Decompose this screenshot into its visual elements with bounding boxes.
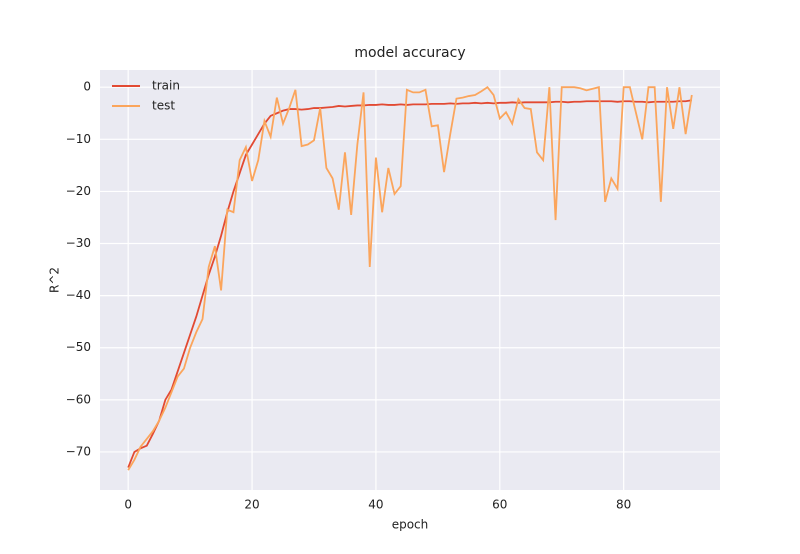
x-axis-label: epoch <box>392 518 429 532</box>
legend: train test <box>112 79 180 113</box>
y-tick-label: −60 <box>66 392 91 406</box>
y-tick-label: −70 <box>66 444 91 458</box>
x-tick-label: 0 <box>124 498 132 512</box>
legend-label: test <box>152 99 175 113</box>
plot-area <box>100 70 720 490</box>
x-tick-label: 80 <box>616 498 631 512</box>
y-axis-label: R^2 <box>48 267 62 293</box>
x-tick-label: 40 <box>368 498 383 512</box>
y-tick-label: −20 <box>66 184 91 198</box>
grid <box>100 70 720 490</box>
chart-title: model accuracy <box>354 45 465 61</box>
x-tick-label: 60 <box>492 498 507 512</box>
y-tick-label: 0 <box>83 80 91 94</box>
y-tick-label: −40 <box>66 288 91 302</box>
y-tick-label: −10 <box>66 132 91 146</box>
data-line <box>127 85 693 471</box>
y-tick-label: −50 <box>66 340 91 354</box>
y-tick-label: −30 <box>66 236 91 250</box>
legend-label: train <box>152 79 180 93</box>
data-line <box>127 99 692 468</box>
x-tick-label: 20 <box>244 498 259 512</box>
lines <box>127 85 693 471</box>
